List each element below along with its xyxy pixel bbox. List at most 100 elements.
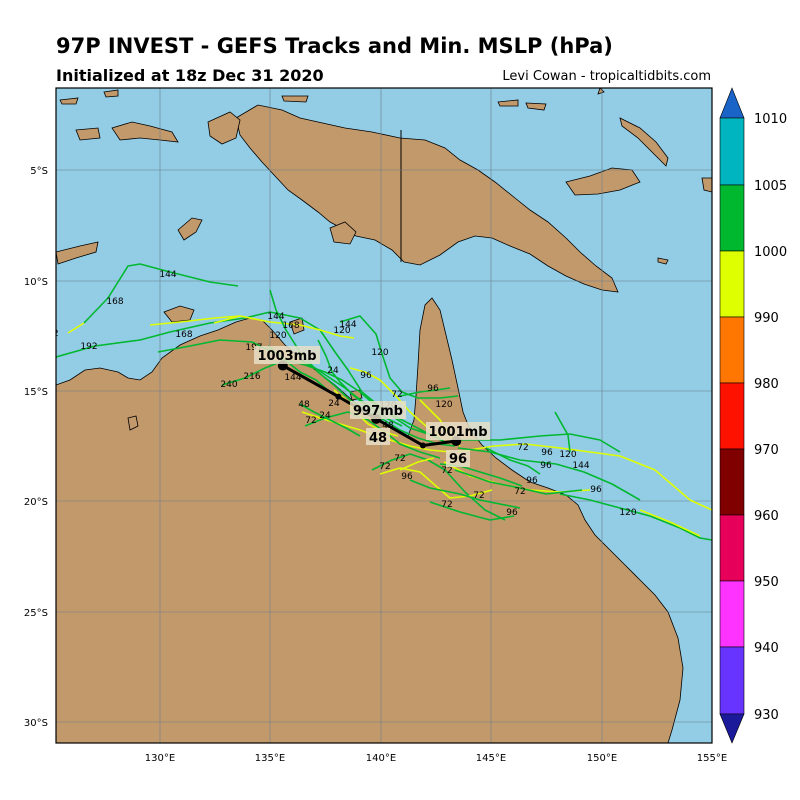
track-hour-label: 144 — [572, 461, 589, 471]
track-hour-label: 96 — [506, 508, 518, 518]
colorbar-label: 990 — [754, 311, 779, 326]
label-box — [254, 346, 320, 364]
colorbar-label: 930 — [754, 708, 779, 723]
island-small-7 — [657, 257, 669, 265]
colorbar-labels: 1010 1005 1000 990 980 970 960 950 940 9… — [754, 112, 787, 723]
colorbar-label: 950 — [754, 575, 779, 590]
member-track — [339, 315, 459, 399]
member-track — [299, 403, 361, 437]
track-hour-label: 24 — [327, 366, 339, 376]
track-hour-label: 72 — [473, 491, 484, 501]
island-small-8 — [701, 177, 712, 193]
track-hour-label: 72 — [514, 487, 525, 497]
hour-label-48: 48 — [369, 431, 387, 446]
lon-tick-label: 150°E — [587, 753, 617, 764]
mslp-label-1003: 1003mb — [257, 349, 316, 364]
colorbar-label: 1000 — [754, 245, 787, 260]
new-guinea-landmass — [235, 104, 619, 293]
ensemble-mean-point — [335, 393, 342, 400]
member-track — [457, 447, 641, 501]
credit-text: Levi Cowan - tropicaltidbits.com — [502, 69, 711, 84]
member-track — [454, 469, 583, 495]
label-box — [446, 450, 470, 467]
member-track — [269, 289, 456, 447]
chart-subtitle: Initialized at 18z Dec 31 2020 — [56, 66, 324, 85]
lon-tick-label: 145°E — [476, 753, 506, 764]
ensemble-mean-point — [419, 442, 426, 449]
track-hour-label: 192 — [41, 329, 58, 339]
colorbar-segment — [719, 448, 745, 516]
lat-axis: 5°S 10°S 15°S 20°S 25°S 30°S — [24, 166, 48, 729]
label-box — [366, 428, 390, 445]
lat-tick-label: 10°S — [24, 277, 48, 288]
member-track — [399, 457, 435, 471]
member-track — [371, 453, 506, 521]
track-hour-label: 120 — [435, 400, 452, 410]
map-area: 144 168 192 192 168 144 168 120 144 120 … — [41, 88, 712, 743]
track-hour-label: 48 — [298, 400, 310, 410]
island-small-1 — [59, 97, 79, 105]
track-hour-label: 72 — [441, 500, 452, 510]
lat-tick-label: 30°S — [24, 718, 48, 729]
colorbar-label: 960 — [754, 509, 779, 524]
member-track — [379, 467, 493, 499]
island-tanimbar — [177, 217, 203, 241]
member-track — [149, 315, 355, 339]
track-hour-label: 96 — [360, 371, 372, 381]
colorbar-segment — [719, 250, 745, 318]
member-track — [399, 387, 451, 397]
track-hour-label: 72 — [441, 466, 452, 476]
track-hour-label: 72 — [517, 443, 528, 453]
track-hour-label: 120 — [559, 450, 576, 460]
track-hour-label: 240 — [220, 380, 237, 390]
colorbar-label: 940 — [754, 641, 779, 656]
ensemble-tracks — [56, 263, 712, 541]
lon-tick-label: 135°E — [255, 753, 285, 764]
track-hour-label: 72 — [379, 462, 390, 472]
pressure-labels: 1001mb 997mb 1003mb 96 48 — [254, 346, 490, 467]
track-hour-label: 48 — [382, 421, 394, 431]
island-small-3 — [75, 127, 101, 141]
island-timor — [56, 241, 99, 265]
mslp-label-997: 997mb — [353, 404, 403, 419]
island-new-ireland — [619, 117, 669, 167]
track-hour-label: 96 — [541, 448, 553, 458]
track-hour-label: 216 — [243, 372, 260, 382]
member-track — [429, 501, 515, 521]
mslp-label-1001: 1001mb — [428, 425, 487, 440]
island-groote — [289, 317, 305, 335]
colorbar-segment — [719, 646, 745, 715]
member-track — [56, 311, 459, 443]
colorbar-segment — [719, 580, 745, 648]
australia-landmass — [56, 297, 684, 743]
island-small-2 — [103, 89, 119, 98]
lon-tick-label: 130°E — [145, 753, 175, 764]
chart-title: 97P INVEST - GEFS Tracks and Min. MSLP (… — [56, 34, 613, 58]
member-track — [221, 359, 443, 441]
track-hour-label: 96 — [427, 384, 439, 394]
track-hour-label: 168 — [106, 297, 123, 307]
island-seram — [207, 111, 241, 145]
island-melville — [163, 305, 195, 323]
track-hour-label: 144 — [339, 320, 356, 330]
member-track — [559, 493, 712, 541]
colorbar-segment — [719, 184, 745, 252]
member-track — [213, 315, 241, 324]
track-hour-label: 144 — [267, 312, 284, 322]
colorbar-segment — [719, 117, 745, 186]
colorbar-segment — [719, 514, 745, 582]
hour-label-96: 96 — [449, 452, 467, 467]
lon-axis: 130°E 135°E 140°E 145°E 150°E 155°E — [145, 753, 727, 764]
colorbar-label: 1010 — [754, 112, 787, 127]
track-hour-label: 192 — [80, 342, 97, 352]
track-hour-label: 96 — [526, 476, 538, 486]
lat-tick-label: 20°S — [24, 497, 48, 508]
island-small-4 — [281, 95, 309, 103]
member-track — [639, 509, 701, 537]
track-hour-label: 144 — [284, 373, 301, 383]
member-track — [67, 322, 85, 334]
lat-tick-label: 5°S — [30, 166, 48, 177]
track-hour-label: 24 — [328, 399, 340, 409]
track-hour-label: 168 — [282, 321, 299, 331]
